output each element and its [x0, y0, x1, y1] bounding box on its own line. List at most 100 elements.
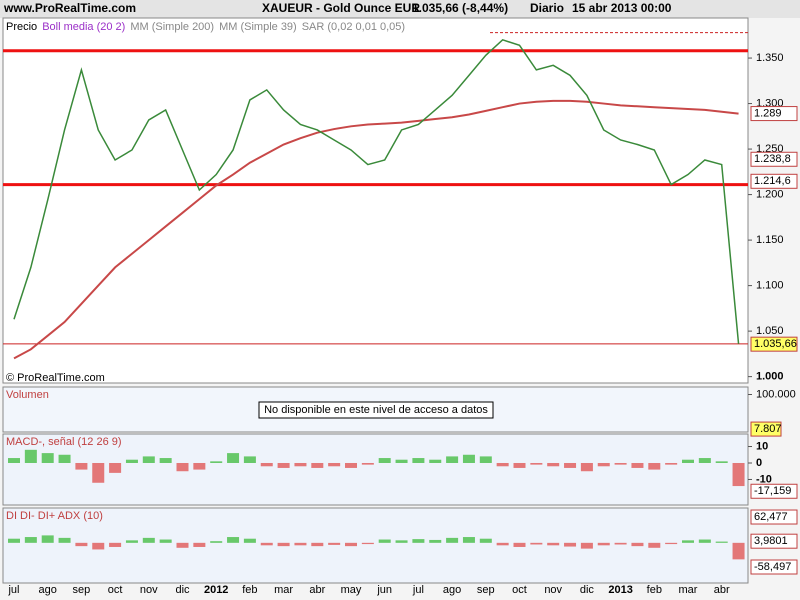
bar [412, 458, 425, 463]
value-box [750, 151, 798, 167]
bar [395, 540, 408, 543]
di-panel [2, 507, 749, 584]
bar [41, 453, 54, 463]
bar [580, 462, 593, 472]
price-panel [2, 17, 749, 384]
bar [41, 535, 54, 543]
legend-entry: Precio [6, 21, 37, 33]
bar [193, 542, 206, 547]
bar [277, 542, 290, 547]
y-tick-label: 1.350 [756, 52, 784, 64]
y-tick-label: 1.050 [756, 325, 784, 337]
bar [631, 542, 644, 547]
bar [210, 461, 223, 463]
bar [361, 542, 374, 545]
y-tick-label: 1.200 [756, 188, 784, 200]
bar [294, 462, 307, 467]
bar [732, 542, 745, 560]
panel-title: DI DI- DI+ ADX (10) [6, 510, 103, 522]
x-tick-label: jul [7, 584, 19, 596]
notice-box [258, 401, 494, 419]
bar [210, 541, 223, 543]
bar [547, 542, 560, 546]
bar [446, 537, 459, 543]
bar [513, 462, 526, 468]
y-tick-label: 1.100 [756, 280, 784, 292]
value-label: 7.807 [754, 423, 782, 435]
bar [311, 542, 324, 547]
bar [125, 540, 138, 543]
x-tick-label: nov [544, 584, 562, 596]
bar [648, 462, 661, 470]
x-tick-label: dic [580, 584, 595, 596]
bar [193, 462, 206, 470]
value-box [750, 336, 798, 352]
value-label: 1.238,8 [754, 153, 791, 165]
bar [159, 458, 172, 463]
bar [698, 458, 711, 463]
x-tick-label: ago [443, 584, 461, 596]
value-box [750, 173, 798, 189]
bar [92, 462, 105, 483]
x-tick-label: feb [242, 584, 257, 596]
x-tick-label: dic [175, 584, 190, 596]
bar [243, 456, 256, 463]
bar [530, 462, 543, 465]
series-line [13, 99, 739, 360]
bar [479, 538, 492, 543]
y-tick-label: 0 [756, 457, 762, 469]
bar [75, 462, 88, 470]
y-tick-label: 100.000 [756, 388, 796, 400]
bar [597, 462, 610, 467]
bar [462, 537, 475, 543]
value-label: 62,477 [754, 511, 788, 523]
value-label: 1.035,66 [754, 338, 797, 350]
bar [176, 542, 189, 548]
bar [58, 537, 71, 543]
volume-label: Volumen [6, 389, 49, 401]
bar [614, 462, 627, 465]
bar [547, 462, 560, 467]
y-tick-label: -10 [756, 473, 772, 485]
bar [665, 542, 678, 545]
bar [378, 458, 391, 463]
x-tick-label: abr [309, 584, 325, 596]
bar [378, 539, 391, 543]
legend-entry: MM (Simple 39) [219, 21, 297, 33]
x-tick-label: 2012 [204, 584, 228, 596]
bar [277, 462, 290, 468]
bar [92, 542, 105, 550]
bar [109, 462, 122, 473]
bar [75, 542, 88, 547]
bar [311, 462, 324, 468]
x-tick-label: 2013 [608, 584, 632, 596]
change: 1.035,66 (-8,44%) [412, 1, 508, 15]
legend-entry: MM (Simple 200) [130, 21, 214, 33]
series-line [13, 38, 740, 344]
bar [479, 456, 492, 463]
y-tick-label: 10 [756, 440, 768, 452]
date: 15 abr 2013 00:00 [572, 1, 672, 15]
value-label: 1.214,6 [754, 175, 791, 187]
x-tick-label: ago [39, 584, 57, 596]
bar [682, 540, 694, 543]
bar [395, 459, 408, 463]
bar [24, 449, 37, 463]
notice: No disponible en este nivel de acceso a … [264, 404, 488, 416]
bar [631, 462, 644, 468]
bar [142, 537, 155, 543]
bar [580, 542, 593, 549]
value-label: 1.289 [754, 107, 782, 119]
value-box [750, 533, 798, 549]
bar [260, 542, 273, 546]
value-box [750, 421, 782, 437]
bar [294, 542, 307, 546]
bar [648, 542, 661, 548]
panel-title: MACD-, señal (12 26 9) [6, 436, 122, 448]
bar [530, 542, 543, 545]
x-tick-label: may [341, 584, 362, 596]
watermark: © ProRealTime.com [6, 372, 105, 384]
bar [243, 538, 256, 543]
value-box [750, 106, 798, 122]
